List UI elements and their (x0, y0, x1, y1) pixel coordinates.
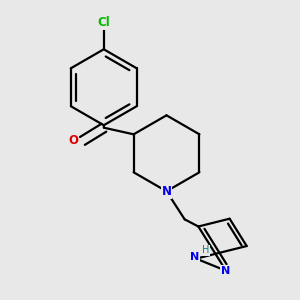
Text: N: N (221, 266, 231, 276)
Text: N: N (190, 252, 199, 262)
Text: O: O (68, 134, 78, 147)
Text: Cl: Cl (98, 16, 110, 29)
Text: N: N (161, 185, 172, 198)
Text: H: H (202, 245, 210, 255)
